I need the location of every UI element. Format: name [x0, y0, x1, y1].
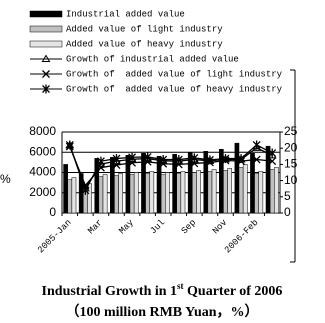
marker	[190, 153, 199, 163]
legend-swatch	[29, 40, 63, 48]
bar	[211, 169, 217, 214]
legend-label: Added value of light industry	[66, 24, 223, 34]
bar	[207, 171, 213, 214]
bar	[254, 173, 259, 214]
bar	[223, 170, 228, 214]
bar	[114, 175, 119, 214]
legend-label: Added value of heavy industry	[66, 39, 223, 49]
bar	[238, 167, 244, 214]
x-tick-label: Mar	[86, 218, 105, 237]
bar	[258, 171, 264, 214]
bar	[129, 174, 135, 214]
marker	[268, 157, 277, 166]
marker	[112, 161, 121, 170]
x-tick-label: Sep	[180, 218, 199, 237]
y2-tick-label: 10	[284, 173, 298, 187]
title-sup: st	[177, 281, 184, 291]
bar	[149, 171, 155, 214]
bar	[98, 176, 104, 214]
legend-label: Growth of added value of heavy industry	[66, 84, 283, 94]
bar	[71, 177, 77, 214]
y2-tick-label: 5	[284, 189, 291, 203]
legend-label: Growth of added value of light industry	[66, 69, 283, 79]
marker	[42, 70, 50, 78]
marker	[65, 140, 74, 150]
bar	[180, 171, 186, 214]
bar	[196, 170, 201, 214]
bar	[145, 173, 150, 214]
y-tick-label: 6000	[29, 144, 56, 158]
title-part: Industrial Growth in 1	[42, 284, 178, 299]
chart-subtitle: （100 million RMB Yuan，%）	[65, 304, 258, 320]
marker	[252, 155, 261, 164]
bar	[102, 174, 108, 214]
bar	[165, 172, 170, 214]
y2-tick-label: 20	[284, 140, 298, 154]
bar	[242, 164, 248, 214]
title-part: Quarter of 2006	[184, 284, 283, 299]
bar	[274, 167, 279, 214]
legend-swatch	[29, 25, 63, 33]
y-tick-label: 8000	[29, 124, 56, 138]
y-label: %	[0, 172, 11, 186]
y-tick-label: 4000	[29, 165, 56, 179]
marker	[41, 54, 51, 62]
bar	[160, 174, 166, 214]
legend-label: Growth of industrial added value	[66, 54, 239, 64]
bar	[63, 164, 68, 214]
y2-tick-label: 15	[284, 157, 298, 171]
x-tick-label: 2005-Jan	[36, 218, 74, 256]
bar	[176, 173, 182, 214]
y-tick-label: 2000	[29, 185, 56, 199]
x-tick-label: May	[117, 217, 136, 236]
y2-tick-label: 0	[284, 205, 291, 219]
marker	[112, 154, 121, 164]
marker	[205, 155, 214, 165]
marker	[128, 152, 137, 162]
x-tick-label: Nov	[211, 217, 230, 236]
legend-label: Industrial added value	[66, 9, 185, 19]
marker	[174, 155, 183, 165]
bar	[67, 179, 73, 214]
marker	[159, 155, 168, 165]
line	[69, 144, 273, 192]
bar	[133, 172, 139, 214]
y2-tick-label: 25	[284, 124, 298, 138]
marker	[268, 148, 277, 158]
marker	[42, 84, 50, 94]
marker	[252, 140, 261, 150]
marker	[237, 154, 246, 164]
y-tick-label: 0	[49, 205, 56, 219]
bar	[234, 142, 240, 214]
bar	[156, 156, 162, 214]
bar	[118, 173, 123, 214]
marker	[143, 152, 152, 162]
marker	[81, 185, 90, 195]
bar	[227, 168, 232, 214]
marker	[221, 154, 230, 164]
bar	[269, 169, 275, 214]
bar	[192, 172, 197, 214]
chart-title: Industrial Growth in 1st Quarter of 2006	[42, 281, 283, 299]
marker	[96, 156, 105, 166]
x-tick-label: Jul	[148, 218, 167, 237]
x-tick-label: 2006-Feb	[223, 218, 261, 256]
legend-swatch	[29, 10, 63, 18]
